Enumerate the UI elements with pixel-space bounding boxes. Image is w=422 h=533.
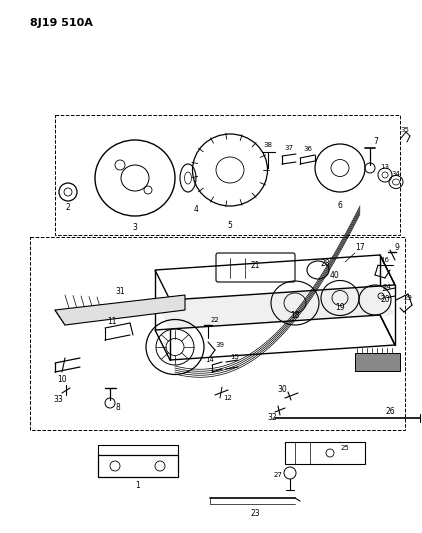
Text: 38: 38 [263, 142, 273, 148]
Bar [355, 353, 400, 371]
Text: 37: 37 [284, 145, 293, 151]
Text: 14: 14 [206, 357, 214, 363]
Text: 21: 21 [250, 261, 260, 270]
Text: 11: 11 [107, 318, 117, 327]
Text: 22: 22 [211, 317, 219, 323]
Text: 35: 35 [400, 127, 409, 133]
Text: 8J19 510A: 8J19 510A [30, 18, 93, 28]
Text: 13: 13 [381, 164, 390, 170]
Text: 17: 17 [355, 244, 365, 253]
Text: 7: 7 [373, 138, 379, 147]
Text: 29: 29 [403, 295, 412, 301]
Text: 40: 40 [330, 271, 340, 279]
Text: 28: 28 [320, 259, 330, 268]
Text: 3: 3 [133, 223, 138, 232]
Text: 34: 34 [392, 171, 400, 177]
Text: 26: 26 [385, 408, 395, 416]
Polygon shape [155, 285, 395, 330]
Text: 2: 2 [66, 203, 70, 212]
Text: 1: 1 [135, 481, 141, 489]
Text: 39: 39 [216, 342, 225, 348]
Polygon shape [55, 295, 185, 325]
Text: 31: 31 [115, 287, 125, 296]
Text: 36: 36 [303, 146, 313, 152]
Text: 8: 8 [116, 403, 120, 413]
Text: 6: 6 [338, 200, 342, 209]
Text: 12: 12 [224, 395, 233, 401]
Text: 15: 15 [230, 354, 239, 360]
Text: 23: 23 [250, 508, 260, 518]
Text: 10: 10 [57, 376, 67, 384]
Text: 32: 32 [267, 414, 277, 423]
Text: 24: 24 [383, 284, 391, 290]
Text: 30: 30 [277, 385, 287, 394]
Text: 9: 9 [395, 243, 400, 252]
Text: 20: 20 [380, 295, 390, 304]
Text: 16: 16 [381, 257, 390, 263]
Text: 5: 5 [227, 221, 233, 230]
Text: 27: 27 [273, 472, 282, 478]
Text: 25: 25 [341, 445, 349, 451]
Text: 33: 33 [53, 395, 63, 405]
Bar [98, 455, 178, 477]
Text: 4: 4 [194, 206, 198, 214]
Text: 19: 19 [335, 303, 345, 312]
Text: 18: 18 [290, 311, 300, 319]
Bar [285, 442, 365, 464]
